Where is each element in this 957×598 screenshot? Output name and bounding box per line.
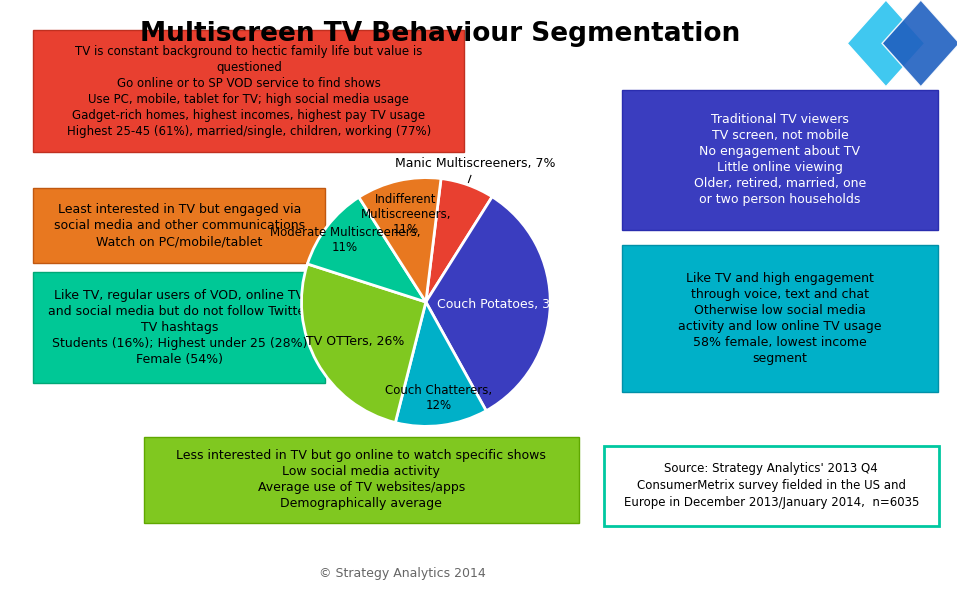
Text: Indifferent
Multiscreeners,
11%: Indifferent Multiscreeners, 11% xyxy=(361,193,452,236)
Wedge shape xyxy=(395,302,486,426)
Text: TV is constant background to hectic family life but value is
questioned
Go onlin: TV is constant background to hectic fami… xyxy=(67,45,431,138)
FancyBboxPatch shape xyxy=(622,245,938,392)
FancyBboxPatch shape xyxy=(604,446,939,526)
Text: © Strategy Analytics 2014: © Strategy Analytics 2014 xyxy=(319,567,485,580)
FancyBboxPatch shape xyxy=(144,437,579,523)
Text: Couch Chatterers,
12%: Couch Chatterers, 12% xyxy=(385,384,492,412)
Wedge shape xyxy=(307,197,426,302)
Text: Manic Multiscreeners, 7%: Manic Multiscreeners, 7% xyxy=(395,157,555,170)
Text: Couch Potatoes, 33%: Couch Potatoes, 33% xyxy=(436,298,569,310)
FancyBboxPatch shape xyxy=(33,30,464,152)
Wedge shape xyxy=(426,197,550,411)
Text: Least interested in TV but engaged via
social media and other communications
Wat: Least interested in TV but engaged via s… xyxy=(54,203,305,248)
Text: Moderate Multiscreeners,
11%: Moderate Multiscreeners, 11% xyxy=(270,226,420,254)
Wedge shape xyxy=(359,178,441,302)
Text: Less interested in TV but go online to watch specific shows
Low social media act: Less interested in TV but go online to w… xyxy=(176,449,546,511)
Text: Traditional TV viewers
TV screen, not mobile
No engagement about TV
Little onlin: Traditional TV viewers TV screen, not mo… xyxy=(694,114,866,206)
Wedge shape xyxy=(301,264,426,423)
FancyBboxPatch shape xyxy=(33,272,325,383)
Text: Source: Strategy Analytics' 2013 Q4
ConsumerMetrix survey fielded in the US and
: Source: Strategy Analytics' 2013 Q4 Cons… xyxy=(624,462,919,509)
Text: Like TV, regular users of VOD, online TV
and social media but do not follow Twit: Like TV, regular users of VOD, online TV… xyxy=(48,289,311,366)
Text: Like TV and high engagement
through voice, text and chat
Otherwise low social me: Like TV and high engagement through voic… xyxy=(679,272,881,365)
Polygon shape xyxy=(882,0,957,87)
FancyBboxPatch shape xyxy=(33,188,325,263)
Text: TV OTTers, 26%: TV OTTers, 26% xyxy=(306,335,405,347)
Polygon shape xyxy=(847,0,924,87)
Text: Multiscreen TV Behaviour Segmentation: Multiscreen TV Behaviour Segmentation xyxy=(140,21,741,47)
Wedge shape xyxy=(426,179,492,302)
FancyBboxPatch shape xyxy=(622,90,938,230)
